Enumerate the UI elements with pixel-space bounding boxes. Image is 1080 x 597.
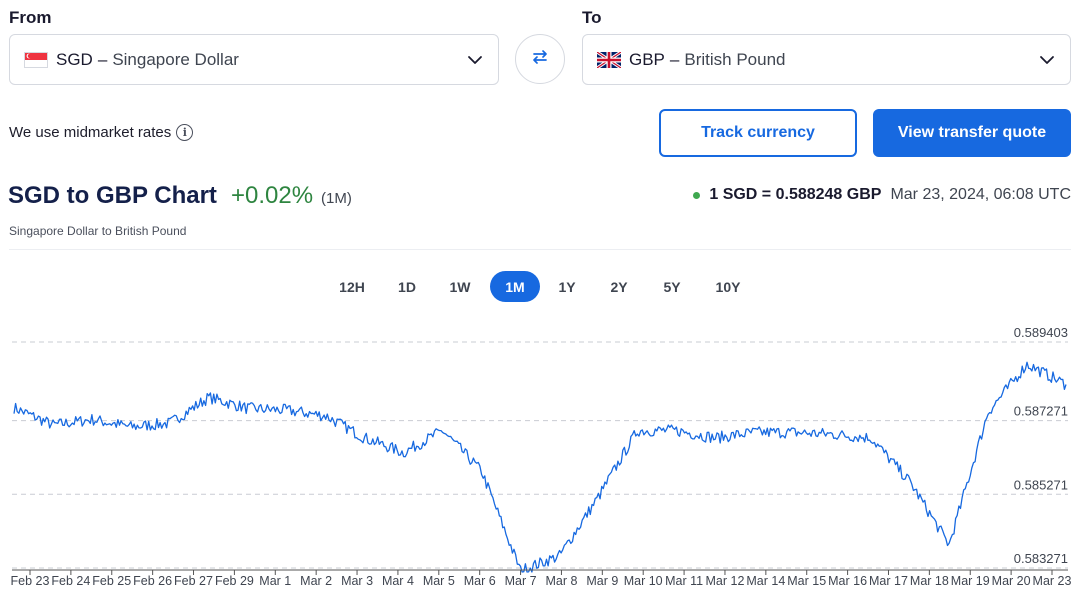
tab-2y[interactable]: 2Y — [610, 278, 628, 295]
x-tick-label: Mar 3 — [341, 574, 373, 588]
from-label: From — [9, 8, 52, 27]
x-tick-label: Mar 8 — [545, 574, 577, 588]
tab-1d[interactable]: 1D — [398, 278, 416, 295]
live-status-dot — [693, 191, 701, 199]
period-tabs: 12H 1D 1W 1M 1Y 2Y 5Y 10Y — [0, 271, 1080, 303]
x-tick-label: Feb 26 — [133, 574, 172, 588]
x-tick-label: Mar 7 — [505, 574, 537, 588]
uk-flag-icon — [596, 50, 622, 69]
from-currency-code: SGD — [56, 49, 93, 69]
from-currency-name: Singapore Dollar — [112, 49, 239, 69]
chart-change-percent: +0.02% — [231, 182, 314, 209]
y-tick-label: 0.583271 — [1014, 551, 1068, 566]
x-tick-label: Mar 17 — [869, 574, 908, 588]
x-axis-ticks: Feb 23 Feb 24 Feb 25 Feb 26 Feb 27 Feb 29 Mar … — [11, 570, 1072, 588]
to-label: To — [582, 8, 602, 27]
x-tick-label: Mar 4 — [382, 574, 414, 588]
chart-series — [13, 361, 1067, 573]
x-tick-label: Mar 15 — [787, 574, 826, 588]
chart-period: (1M) — [321, 190, 352, 207]
midmarket-note: We use midmarket rates i — [9, 124, 194, 141]
x-tick-label: Mar 1 — [259, 574, 291, 588]
x-tick-label: Mar 9 — [586, 574, 618, 588]
current-rate: 1 SGD = 0.588248 GBP Mar 23, 2024, 06:08… — [693, 186, 1071, 204]
from-separator: – — [97, 49, 108, 69]
info-icon[interactable]: i — [176, 124, 194, 141]
midmarket-text: We use midmarket rates — [9, 124, 172, 141]
x-tick-label: Mar 18 — [910, 574, 949, 588]
x-tick-label: Mar 14 — [746, 574, 785, 588]
x-tick-label: Feb 23 — [11, 574, 50, 588]
x-tick-label: Mar 16 — [828, 574, 867, 588]
y-tick-label: 0.585271 — [1014, 477, 1068, 492]
x-tick-label: Mar 11 — [665, 574, 703, 588]
rate-timestamp: Mar 23, 2024, 06:08 UTC — [890, 186, 1071, 203]
chevron-down-icon — [466, 51, 484, 69]
chart-grid — [12, 341, 1068, 569]
rate-series-line — [13, 361, 1067, 573]
track-currency-button[interactable]: Track currency — [659, 109, 857, 157]
x-tick-label: Mar 10 — [624, 574, 663, 588]
divider — [9, 249, 1071, 250]
sg-flag-icon — [24, 51, 48, 68]
x-tick-label: Feb 29 — [215, 574, 254, 588]
x-tick-label: Mar 20 — [992, 574, 1031, 588]
x-tick-label: Mar 12 — [706, 574, 745, 588]
chevron-down-icon — [1038, 51, 1056, 69]
y-axis-ticks: 0.589403 0.587271 0.585271 0.583271 — [1014, 325, 1068, 566]
x-tick-label: Mar 5 — [423, 574, 455, 588]
chart-subtitle: Singapore Dollar to British Pound — [9, 224, 187, 238]
x-tick-label: Feb 24 — [51, 574, 90, 588]
to-currency-code: GBP — [629, 49, 665, 69]
to-currency-select[interactable]: GBP – British Pound — [582, 34, 1071, 85]
x-tick-label: Mar 23 — [1033, 574, 1072, 588]
x-tick-label: Feb 25 — [92, 574, 131, 588]
to-separator: – — [669, 49, 680, 69]
tab-12h[interactable]: 12H — [339, 278, 365, 295]
view-transfer-quote-button[interactable]: View transfer quote — [873, 109, 1071, 157]
x-tick-label: Feb 27 — [174, 574, 213, 588]
x-tick-label: Mar 2 — [300, 574, 332, 588]
to-currency-name: British Pound — [684, 49, 786, 69]
chart-title: SGD to GBP Chart — [8, 182, 217, 209]
tab-1y[interactable]: 1Y — [558, 278, 576, 295]
from-currency-select[interactable]: SGD – Singapore Dollar — [9, 34, 499, 85]
rate-value: 1 SGD = 0.588248 GBP — [709, 186, 882, 203]
tab-5y[interactable]: 5Y — [663, 278, 681, 295]
swap-currencies-button[interactable] — [515, 34, 565, 84]
swap-arrows-icon — [530, 47, 550, 72]
y-tick-label: 0.589403 — [1014, 325, 1068, 340]
x-tick-label: Mar 6 — [464, 574, 496, 588]
tab-1m[interactable]: 1M — [490, 271, 540, 302]
x-tick-label: Mar 19 — [951, 574, 990, 588]
tab-1w[interactable]: 1W — [449, 278, 471, 295]
y-tick-label: 0.587271 — [1014, 404, 1068, 419]
tab-10y[interactable]: 10Y — [715, 278, 741, 295]
